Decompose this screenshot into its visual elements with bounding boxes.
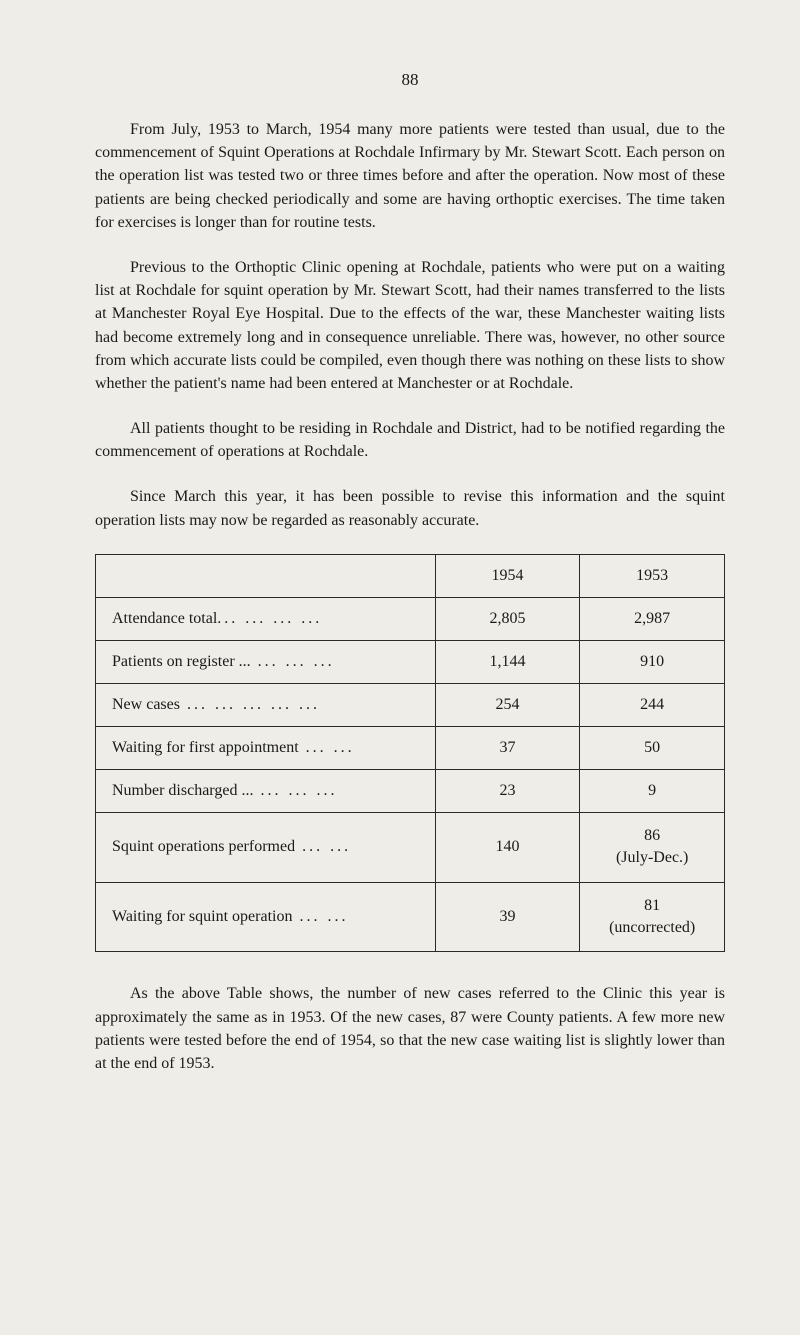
header-1953: 1953	[580, 554, 725, 597]
row-value-1954: 39	[435, 882, 580, 952]
row-value-1954: 37	[435, 726, 580, 769]
table-row: Squint operations performed ... ... 140 …	[96, 812, 725, 882]
data-table-container: 1954 1953 Attendance total... ... ... ..…	[95, 554, 725, 953]
row-label: Number discharged ... ... ... ...	[96, 769, 436, 812]
row-label: Squint operations performed ... ...	[96, 812, 436, 882]
row-value-1953: 81(uncorrected)	[580, 882, 725, 952]
paragraph-5: As the above Table shows, the number of …	[95, 982, 725, 1075]
table-header-row: 1954 1953	[96, 554, 725, 597]
page-number: 88	[95, 70, 725, 90]
table-row: Waiting for first appointment ... ... 37…	[96, 726, 725, 769]
paragraph-2: Previous to the Orthoptic Clinic opening…	[95, 256, 725, 395]
row-value-1953: 2,987	[580, 597, 725, 640]
table-row: Number discharged ... ... ... ... 23 9	[96, 769, 725, 812]
row-value-1953: 86(July-Dec.)	[580, 812, 725, 882]
row-value-1953: 244	[580, 683, 725, 726]
row-label: New cases ... ... ... ... ...	[96, 683, 436, 726]
table-row: Patients on register ... ... ... ... 1,1…	[96, 640, 725, 683]
row-value-1953: 9	[580, 769, 725, 812]
row-label: Patients on register ... ... ... ...	[96, 640, 436, 683]
statistics-table: 1954 1953 Attendance total... ... ... ..…	[95, 554, 725, 953]
paragraph-3: All patients thought to be residing in R…	[95, 417, 725, 463]
row-label: Waiting for first appointment ... ...	[96, 726, 436, 769]
row-value-1953: 910	[580, 640, 725, 683]
row-value-1954: 2,805	[435, 597, 580, 640]
row-value-1954: 254	[435, 683, 580, 726]
row-label: Attendance total... ... ... ...	[96, 597, 436, 640]
table-row: Waiting for squint operation ... ... 39 …	[96, 882, 725, 952]
row-value-1954: 140	[435, 812, 580, 882]
header-empty	[96, 554, 436, 597]
paragraph-1: From July, 1953 to March, 1954 many more…	[95, 118, 725, 234]
table-row: New cases ... ... ... ... ... 254 244	[96, 683, 725, 726]
header-1954: 1954	[435, 554, 580, 597]
row-value-1954: 1,144	[435, 640, 580, 683]
row-label: Waiting for squint operation ... ...	[96, 882, 436, 952]
row-value-1953: 50	[580, 726, 725, 769]
table-row: Attendance total... ... ... ... 2,805 2,…	[96, 597, 725, 640]
paragraph-4: Since March this year, it has been possi…	[95, 485, 725, 531]
row-value-1954: 23	[435, 769, 580, 812]
